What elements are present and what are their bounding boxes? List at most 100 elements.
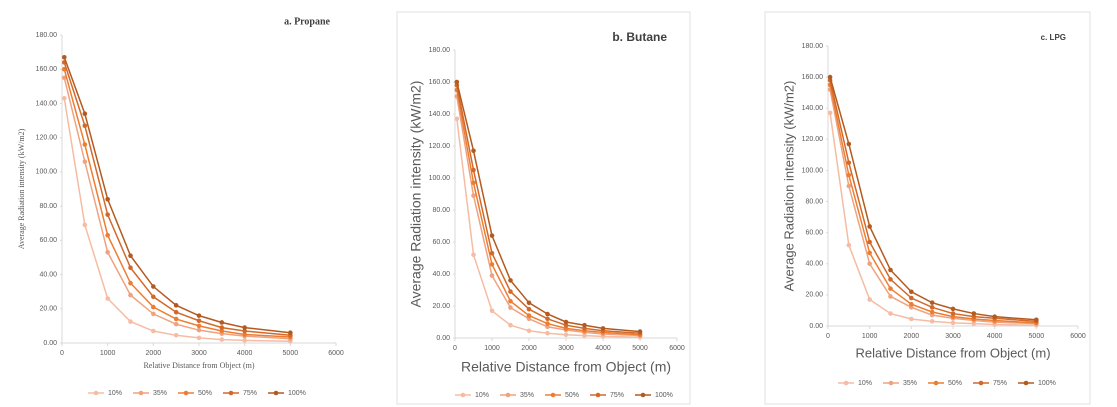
data-point <box>929 300 935 305</box>
x-tick-label: 4000 <box>237 350 253 357</box>
data-point <box>242 332 247 337</box>
data-point <box>909 295 914 301</box>
data-point <box>582 326 587 331</box>
data-point <box>888 277 893 282</box>
legend-marker <box>228 390 234 396</box>
data-point <box>105 212 110 217</box>
data-point <box>196 327 202 333</box>
series-line <box>829 112 1037 326</box>
x-tick-label: 1000 <box>862 333 878 340</box>
data-point <box>526 316 532 322</box>
legend-label: 50% <box>565 392 579 399</box>
y-tick-label: 40.00 <box>805 261 823 268</box>
data-point <box>173 316 179 322</box>
series-line <box>63 69 291 338</box>
data-point <box>489 233 495 238</box>
panel-border <box>764 11 1091 405</box>
data-point <box>545 324 550 330</box>
y-tick-label: 120.00 <box>802 136 824 143</box>
data-point <box>242 338 247 343</box>
data-point <box>888 294 893 299</box>
data-point <box>600 326 606 331</box>
y-tick-label: 140.00 <box>802 105 824 112</box>
series-line <box>63 62 291 337</box>
data-point <box>489 273 495 278</box>
data-point <box>992 314 997 319</box>
y-tick-label: 80.00 <box>805 198 823 205</box>
data-point <box>471 193 476 198</box>
series-line <box>456 96 641 337</box>
data-point <box>173 309 179 315</box>
y-tick-label: 140.00 <box>429 111 451 118</box>
x-tick-label: 4000 <box>987 333 1003 340</box>
legend-label: 75% <box>243 390 257 397</box>
data-point <box>471 252 476 258</box>
data-point <box>128 253 133 259</box>
data-point <box>545 321 550 326</box>
chart-title: b. Butane <box>612 30 667 44</box>
data-point <box>489 250 495 256</box>
data-point <box>827 74 833 80</box>
x-tick-label: 2000 <box>521 345 537 352</box>
data-point <box>82 159 88 164</box>
data-point <box>563 322 569 328</box>
data-point <box>867 261 872 267</box>
y-tick-label: 0.00 <box>809 323 823 330</box>
data-point <box>888 267 893 273</box>
x-tick-label: 0 <box>60 350 64 357</box>
data-point <box>563 319 569 325</box>
data-point <box>105 232 110 238</box>
legend-marker <box>183 390 189 396</box>
data-point <box>526 313 532 318</box>
data-point <box>471 148 476 154</box>
data-point <box>929 309 935 315</box>
y-tick-label: 140.00 <box>36 100 58 107</box>
x-tick-label: 4000 <box>595 345 611 352</box>
data-point <box>128 280 133 286</box>
data-point <box>219 337 225 342</box>
y-tick-label: 120.00 <box>36 135 58 142</box>
data-point <box>219 320 225 325</box>
series-line <box>829 80 1037 323</box>
data-point <box>242 328 247 334</box>
y-axis-label: Average Radiation intensity (kW/m2) <box>781 81 796 292</box>
data-point <box>582 333 587 338</box>
data-point <box>867 297 872 302</box>
x-tick-label: 5000 <box>632 345 648 352</box>
series-line <box>456 118 641 338</box>
panel-border <box>396 11 691 405</box>
data-point <box>151 311 156 317</box>
data-point <box>151 284 156 289</box>
data-point <box>173 303 179 308</box>
data-point <box>867 224 872 229</box>
y-tick-label: 160.00 <box>36 66 58 73</box>
data-point <box>454 79 460 85</box>
data-point <box>888 286 893 291</box>
data-point <box>151 304 156 310</box>
x-tick-label: 2000 <box>146 350 162 357</box>
y-tick-label: 60.00 <box>39 237 57 244</box>
data-point <box>219 325 225 330</box>
legend-label: 35% <box>903 380 917 387</box>
y-tick-label: 20.00 <box>805 292 823 299</box>
data-point <box>846 172 852 178</box>
data-point <box>888 311 893 316</box>
data-point <box>637 329 643 334</box>
legend-label: 35% <box>520 392 534 399</box>
data-point <box>508 322 513 328</box>
legend-marker <box>93 390 99 396</box>
legend-label: 75% <box>993 380 1007 387</box>
y-axis-label: Average Radiation intensity (kW/m2) <box>408 81 424 308</box>
y-tick-label: 160.00 <box>429 79 451 86</box>
y-tick-label: 160.00 <box>802 74 824 81</box>
data-point <box>196 323 202 329</box>
y-tick-label: 180.00 <box>802 43 824 50</box>
data-point <box>489 262 495 267</box>
data-point <box>909 316 914 322</box>
y-tick-label: 40.00 <box>39 271 57 278</box>
y-tick-label: 100.00 <box>429 175 451 182</box>
x-axis-label: Relative Distance from Object (m) <box>461 359 671 375</box>
y-tick-label: 80.00 <box>39 203 57 210</box>
x-tick-label: 6000 <box>328 350 344 357</box>
x-tick-label: 5000 <box>283 350 299 357</box>
